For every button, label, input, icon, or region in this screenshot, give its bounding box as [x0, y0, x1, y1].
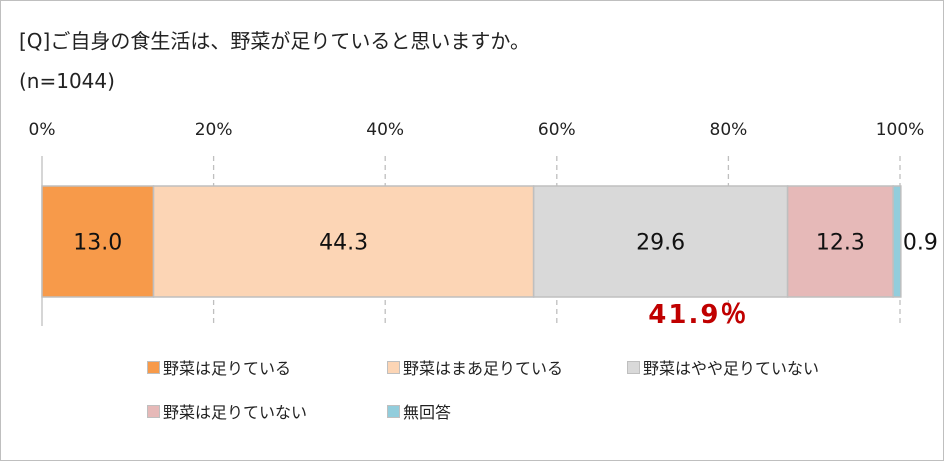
legend-swatch — [627, 360, 640, 374]
data-label: 12.3 — [816, 231, 865, 256]
legend-item: 野菜は足りている — [147, 355, 291, 379]
x-tick-label: 40% — [366, 120, 404, 140]
data-label: 0.9 — [903, 231, 938, 256]
legend-swatch — [147, 404, 160, 418]
legend-label: 野菜は足りていない — [163, 403, 308, 422]
data-label: 44.3 — [319, 231, 368, 256]
data-label: 29.6 — [636, 231, 685, 256]
bar-segment — [892, 185, 902, 298]
legend-label: 野菜はまあ足りている — [403, 359, 564, 378]
bar-segment — [152, 185, 535, 298]
legend-item: 野菜はまあ足りている — [387, 355, 563, 379]
annotation-label: 41.9％ — [648, 300, 748, 330]
x-tick-label: 60% — [538, 120, 576, 140]
bar-segment — [532, 185, 789, 298]
bar-segment — [786, 185, 894, 298]
legend-swatch — [387, 360, 400, 374]
chart-subtitle: (n=1044) — [19, 69, 115, 93]
legend-label: 無回答 — [403, 403, 452, 422]
legend-item: 野菜は足りていない — [147, 399, 307, 423]
x-tick-label: 80% — [710, 120, 748, 140]
x-tick-label: 20% — [195, 120, 233, 140]
legend-item: 野菜はやや足りていない — [627, 355, 819, 379]
legend-swatch — [387, 404, 400, 418]
chart-title: [Q]ご自身の食生活は、野菜が足りていると思いますか。 — [19, 29, 530, 53]
x-tick-label: 100% — [876, 120, 925, 140]
data-label: 13.0 — [73, 231, 122, 256]
legend-swatch — [147, 360, 160, 374]
legend-item: 無回答 — [387, 399, 451, 423]
legend-label: 野菜はやや足りていない — [643, 359, 820, 378]
x-tick-label: 0% — [29, 120, 56, 140]
legend-label: 野菜は足りている — [163, 359, 292, 378]
